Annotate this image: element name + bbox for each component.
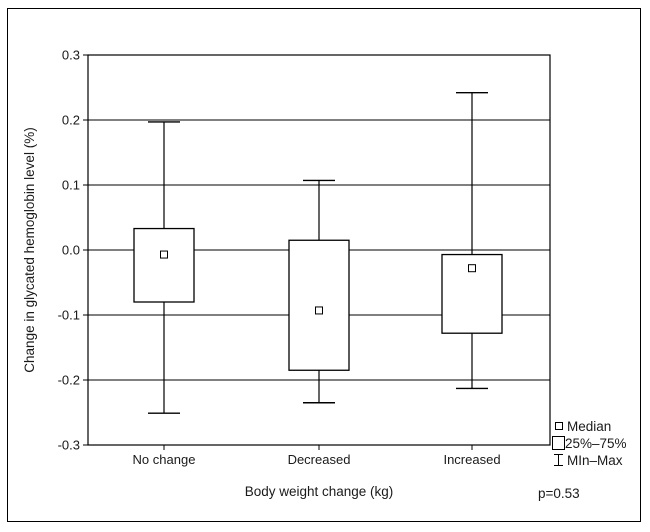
- median-marker: [315, 306, 323, 315]
- boxes: [133, 91, 503, 414]
- x-axis-label: Body weight change (kg): [245, 484, 394, 499]
- iqr-box: [133, 227, 195, 303]
- median-marker: [468, 264, 476, 273]
- figure-frame: [7, 8, 641, 522]
- box-decreased: [288, 179, 350, 404]
- x-tick-label: Decreased: [288, 452, 351, 467]
- median-marker: [160, 250, 168, 259]
- legend-whisker-icon: [554, 454, 563, 466]
- x-tick-label: Increased: [443, 452, 500, 467]
- p-value-annotation: p=0.53: [538, 486, 580, 501]
- legend-iqr-icon: [552, 436, 565, 450]
- legend-median-label: Median: [567, 419, 611, 434]
- y-axis-ticks: 0.3 0.2 0.1 0.0 -0.1 -0.2 -0.3: [58, 48, 88, 453]
- legend-median-icon: [555, 422, 563, 430]
- y-tick-label: 0.2: [62, 113, 80, 128]
- y-tick-label: -0.1: [58, 308, 80, 323]
- box-increased: [441, 91, 503, 390]
- y-axis-label: Change in glycated hemoglobin level (%): [22, 127, 37, 372]
- legend-whisker-label: MIn–Max: [567, 453, 623, 468]
- x-axis-ticks: No change Decreased Increased: [133, 445, 501, 467]
- y-tick-label: -0.2: [58, 373, 80, 388]
- legend-iqr-label: 25%–75%: [565, 436, 627, 451]
- y-tick-label: 0.1: [62, 178, 80, 193]
- y-tick-label: -0.3: [58, 438, 80, 453]
- iqr-box: [288, 239, 350, 371]
- box-no-change: [133, 121, 195, 414]
- legend: Median 25%–75% MIn–Max: [552, 419, 627, 468]
- y-tick-label: 0.3: [62, 48, 80, 63]
- x-tick-label: No change: [133, 452, 196, 467]
- y-tick-label: 0.0: [62, 243, 80, 258]
